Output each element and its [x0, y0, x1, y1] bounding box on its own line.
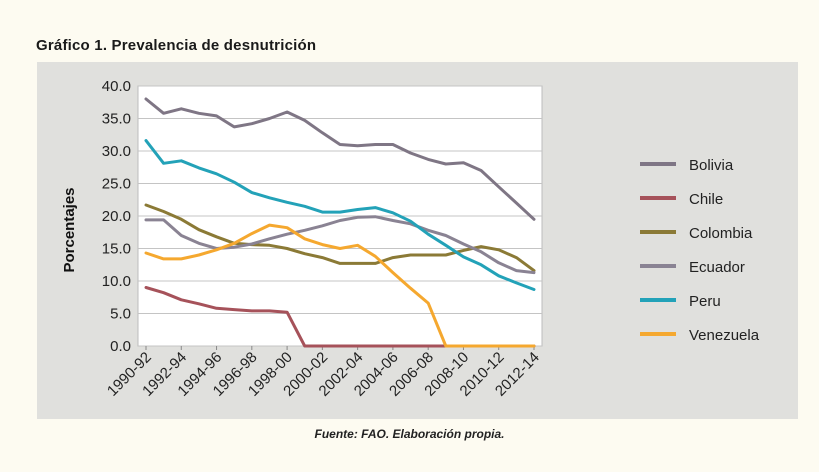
series-line-ecuador	[144, 215, 536, 275]
series-line-colombia	[144, 203, 536, 273]
y-axis-label: Porcentajes	[61, 187, 78, 272]
series-line-peru	[144, 139, 536, 291]
legend-label-ecuador: Ecuador	[689, 259, 745, 276]
x-axis-ticks: 1990-921992-941994-961996-981998-002000-…	[104, 346, 543, 400]
chart-title: Gráfico 1. Prevalencia de desnutrición	[36, 37, 317, 54]
legend-label-venezuela: Venezuela	[689, 327, 760, 344]
series-lines	[144, 97, 536, 348]
y-tick-label: 5.0	[110, 306, 131, 323]
y-axis-ticks: 0.0 5.0 10.0 15.0 20.0 25.0 30.0 35.0 40.0	[102, 78, 131, 355]
legend-label-peru: Peru	[689, 293, 721, 310]
series-line-venezuela	[144, 223, 536, 348]
legend-label-colombia: Colombia	[689, 225, 753, 242]
series-line-bolivia	[144, 97, 536, 221]
chart-panel: 0.0 5.0 10.0 15.0 20.0 25.0 30.0 35.0 40.0 1990-…	[37, 62, 798, 419]
y-tick-label: 35.0	[102, 111, 131, 128]
chart-source: Fuente: FAO. Elaboración propia.	[314, 427, 505, 441]
y-tick-label: 40.0	[102, 78, 131, 95]
legend-label-bolivia: Bolivia	[689, 157, 734, 174]
legend: Bolivia Chile Colombia Ecuador Peru Venezuela	[640, 157, 760, 344]
line-chart: 0.0 5.0 10.0 15.0 20.0 25.0 30.0 35.0 40.0 1990-…	[61, 78, 760, 400]
y-tick-label: 25.0	[102, 176, 131, 193]
y-tick-label: 20.0	[102, 208, 131, 225]
y-tick-label: 0.0	[110, 338, 131, 355]
y-tick-label: 30.0	[102, 143, 131, 160]
legend-label-chile: Chile	[689, 191, 723, 208]
y-tick-label: 15.0	[102, 241, 131, 258]
y-tick-label: 10.0	[102, 273, 131, 290]
